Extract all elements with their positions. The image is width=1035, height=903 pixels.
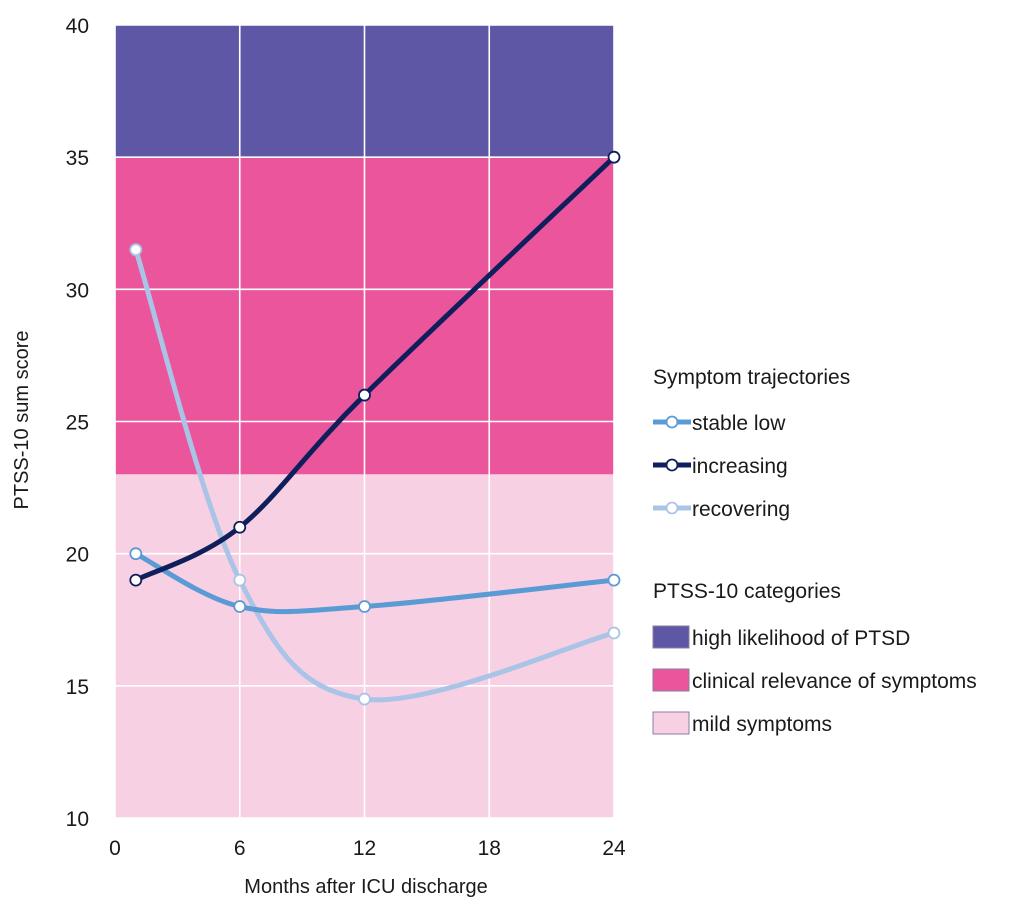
legend-swatch-mild-symptoms [652, 711, 690, 735]
y-tick-label-25: 25 [66, 412, 89, 435]
legend-categories-title: PTSS-10 categories [653, 580, 841, 603]
point-recovering-1 [129, 243, 143, 257]
legend-marker-increasing [665, 458, 679, 472]
legend-label-stable-low: stable low [692, 412, 786, 435]
legend-entry-high-likelihood-of-ptsd: high likelihood of PTSD [652, 625, 910, 650]
x-tick-label-0: 0 [109, 837, 121, 860]
legend-marker-stable-low [665, 415, 679, 429]
legend-entry-clinical-relevance-of-symptoms: clinical relevance of symptoms [652, 668, 977, 693]
x-tick-label-24: 24 [602, 837, 626, 860]
point-recovering-24 [607, 626, 621, 640]
y-tick-label-10: 10 [66, 808, 89, 831]
series-points [129, 150, 621, 706]
point-increasing-12 [358, 388, 371, 402]
y-tick-label-20: 20 [66, 544, 89, 567]
series-line-recovering [133, 247, 617, 703]
point-stable-low-6 [233, 600, 247, 613]
legend-label-increasing: increasing [692, 455, 788, 478]
gridlines [114, 24, 615, 819]
legend-label-recovering: recovering [692, 498, 790, 521]
y-tick-label-15: 15 [66, 676, 89, 699]
legend-category-entries: high likelihood of PTSD clinical relevanc… [652, 625, 977, 736]
point-stable-low-12 [358, 600, 371, 613]
y-tick-label-30: 30 [66, 279, 89, 302]
series-line-increasing [133, 154, 617, 583]
legend-swatch-high-likelihood-of-ptsd [652, 625, 690, 649]
legend-entry-increasing: increasing [653, 455, 788, 478]
legend-entry-recovering: recovering [653, 498, 790, 521]
legend-label-high-likelihood-of-ptsd: high likelihood of PTSD [692, 627, 910, 650]
legend-trajectories-title: Symptom trajectories [653, 366, 850, 389]
point-stable-low-1 [129, 547, 143, 561]
point-increasing-24 [607, 150, 621, 164]
y-tick-labels: 10 15 20 25 30 35 40 [66, 15, 89, 831]
point-recovering-12 [358, 692, 371, 706]
y-tick-label-40: 40 [66, 15, 89, 38]
legend-swatch-clinical-relevance-of-symptoms [652, 668, 690, 692]
y-axis-title: PTSS-10 sum score [11, 331, 33, 510]
point-increasing-6 [233, 520, 247, 534]
legend-marker-recovering [665, 501, 679, 515]
x-tick-labels: 0 6 12 18 24 [109, 837, 626, 860]
x-tick-label-6: 6 [234, 837, 246, 860]
legend-series-entries: stable low increasing recovering [653, 412, 790, 521]
series-line-stable-low [133, 551, 617, 615]
x-tick-label-18: 18 [478, 837, 501, 860]
x-tick-label-12: 12 [353, 837, 376, 860]
x-axis-title: Months after ICU discharge [244, 876, 487, 898]
point-stable-low-24 [607, 573, 621, 587]
point-recovering-6 [233, 573, 247, 587]
point-increasing-1 [129, 573, 143, 587]
legend: Symptom trajectories stable low increasin… [652, 366, 977, 736]
series-lines [133, 154, 617, 703]
y-tick-label-35: 35 [66, 147, 89, 170]
legend-entry-stable-low: stable low [653, 412, 786, 435]
legend-label-clinical-relevance-of-symptoms: clinical relevance of symptoms [692, 670, 977, 693]
legend-label-mild-symptoms: mild symptoms [692, 713, 832, 736]
legend-entry-mild-symptoms: mild symptoms [652, 711, 832, 736]
